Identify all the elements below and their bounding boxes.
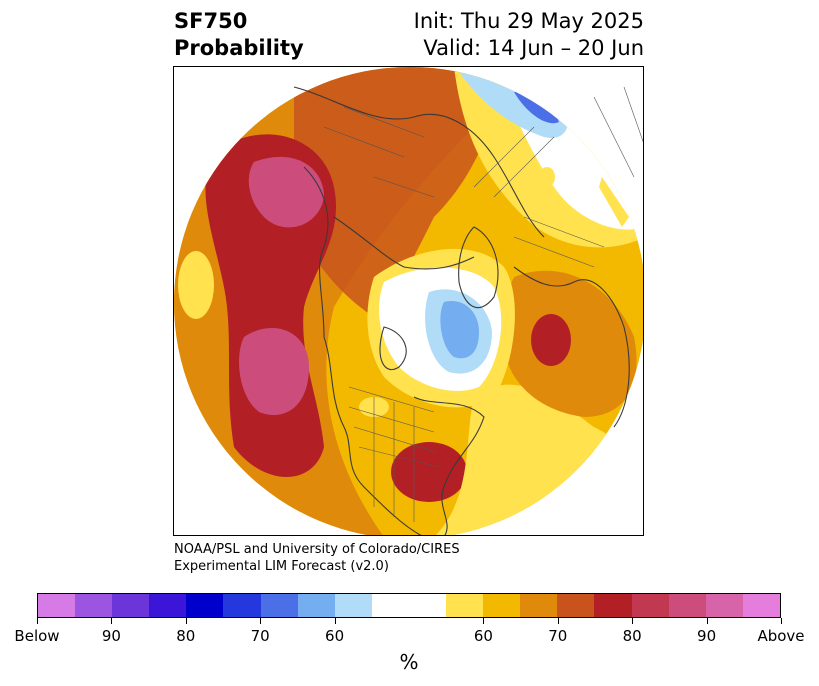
colorbar-tick-label: 60	[325, 627, 345, 645]
colorbar-tick-label: Above	[757, 627, 805, 645]
colorbar-tick	[706, 618, 708, 624]
border-us-states-2	[373, 397, 415, 522]
valid-period: Valid: 14 Jun – 20 Jun	[423, 36, 644, 60]
colorbar-tick-label: 70	[548, 627, 568, 645]
colorbar-tick	[632, 618, 634, 624]
colorbar-segment	[520, 594, 558, 617]
colorbar-segment	[149, 594, 187, 617]
field-red-europe	[531, 314, 571, 366]
colorbar-segment	[112, 594, 150, 617]
colorbar-tick-label: 80	[176, 627, 196, 645]
colorbar-tick-label: 60	[473, 627, 493, 645]
colorbar-tick-label: 70	[250, 627, 270, 645]
coastlines	[293, 86, 630, 535]
coast-alaska	[303, 166, 329, 338]
field-blue-asia	[514, 92, 559, 124]
map-panel	[173, 66, 644, 536]
colorbar-tick	[781, 618, 782, 624]
field-magenta-pacific-north	[248, 156, 324, 228]
coast-asia	[293, 86, 545, 238]
colorbar-segment	[668, 594, 706, 617]
field-yellow-patch-2	[599, 177, 629, 227]
colorbar-tick-label: 80	[622, 627, 642, 645]
colorbar-segment	[631, 594, 669, 617]
title-left: SF750 Probability	[174, 8, 304, 62]
colorbar-segment	[408, 594, 447, 617]
colorbar-units: %	[399, 650, 419, 674]
field-yellow-patch-1	[539, 167, 555, 187]
colorbar-segment	[742, 594, 780, 617]
colorbar-tick	[185, 618, 187, 624]
political-borders	[323, 86, 643, 522]
coast-siberia-arctic	[333, 216, 475, 270]
colorbar-tick-label: Below	[14, 627, 60, 645]
credit-line-1: NOAA/PSL and University of Colorado/CIRE…	[174, 542, 460, 557]
credit-line-2: Experimental LIM Forecast (v2.0)	[174, 559, 389, 574]
colorbar-segment	[38, 594, 76, 617]
colorbar-tick-label: 90	[697, 627, 717, 645]
credit-text: NOAA/PSL and University of Colorado/CIRE…	[174, 541, 460, 575]
colorbar-tick	[260, 618, 262, 624]
colorbar-segment	[557, 594, 595, 617]
colorbar-segment	[371, 594, 409, 617]
product-name: Probability	[174, 36, 304, 60]
colorbar-segment	[446, 594, 484, 617]
coast-north-america-east	[413, 396, 485, 535]
coast-hudson	[379, 326, 407, 370]
coast-europe	[513, 266, 630, 428]
init-date: Init: Thu 29 May 2025	[413, 9, 644, 33]
colorbar-tick-label: 90	[101, 627, 121, 645]
coast-north-america	[323, 336, 422, 535]
colorbar-segment	[334, 594, 372, 617]
colorbar-segment	[483, 594, 521, 617]
field-yellow-west	[178, 251, 214, 319]
colorbar	[37, 593, 781, 618]
border-us-canada	[348, 386, 435, 413]
colorbar-segment	[297, 594, 335, 617]
field-blue-arctic	[440, 301, 479, 359]
colorbar-tick	[111, 618, 113, 624]
colorbar-segment	[75, 594, 113, 617]
title-right: Init: Thu 29 May 2025 Valid: 14 Jun – 20…	[414, 8, 644, 62]
colorbar-tick	[37, 618, 38, 624]
colorbar-segment	[186, 594, 224, 617]
probability-field	[174, 67, 643, 535]
border-europe-grid	[473, 86, 643, 268]
border-asia-1	[323, 106, 435, 198]
colorbar-tick	[483, 618, 485, 624]
field-lightblue-asia	[459, 70, 568, 138]
colorbar-segment	[260, 594, 298, 617]
coast-greenland	[458, 226, 499, 309]
colorbar-tick	[557, 618, 559, 624]
variable-name: SF750	[174, 9, 248, 33]
probability-map	[174, 67, 643, 535]
field-magenta-pacific-south	[239, 328, 309, 415]
colorbar-segment	[223, 594, 261, 617]
field-orange-siberia	[294, 67, 504, 317]
border-us-states-1	[348, 406, 440, 468]
colorbar-segment	[705, 594, 743, 617]
field-red-usa	[391, 442, 467, 502]
colorbar-tick	[334, 618, 336, 624]
colorbar-segment	[594, 594, 632, 617]
